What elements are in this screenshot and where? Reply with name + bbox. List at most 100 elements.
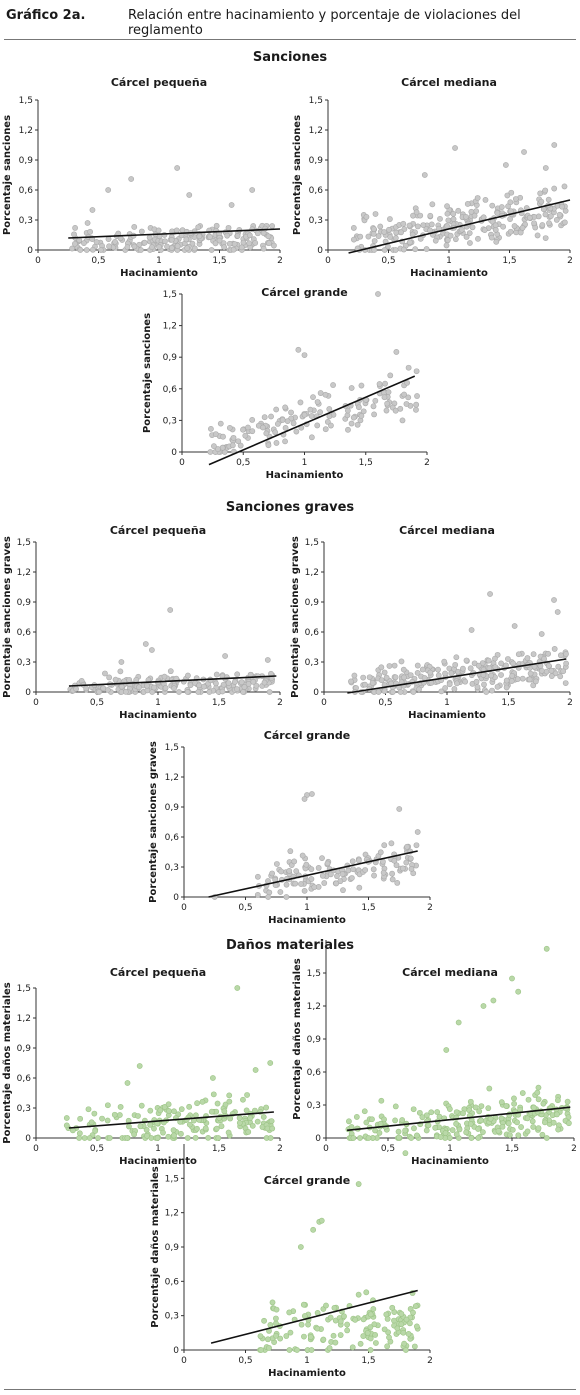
data-point xyxy=(538,631,545,637)
y-tick-label: 1,2 xyxy=(309,126,323,136)
data-point xyxy=(505,656,511,662)
data-point xyxy=(299,852,306,859)
data-point xyxy=(261,414,268,421)
data-point xyxy=(254,873,261,880)
data-point xyxy=(428,1109,435,1116)
data-point xyxy=(186,1121,193,1128)
data-point xyxy=(225,1129,232,1136)
data-point xyxy=(423,246,430,252)
data-point xyxy=(229,442,236,449)
data-point xyxy=(535,1096,542,1103)
data-point xyxy=(512,196,519,202)
data-point xyxy=(213,671,220,678)
data-point xyxy=(408,866,415,872)
data-point xyxy=(524,1128,531,1135)
data-point xyxy=(410,212,416,219)
data-point xyxy=(428,221,435,228)
y-axis-label: Porcentaje daños materiales xyxy=(2,982,13,1144)
data-point xyxy=(111,1111,118,1118)
scatter-chart-7: Cárcel pequeña 0 0,5 1 1,5 2 0 0,3 0,6 0,9 1,2 1,5 H… xyxy=(2,966,283,1167)
data-point xyxy=(207,234,213,240)
x-axis-label: Hacinamiento xyxy=(119,1156,197,1167)
data-point xyxy=(259,424,266,431)
trend-line xyxy=(346,1106,571,1132)
y-tick-label: 1,2 xyxy=(305,568,319,578)
data-point xyxy=(380,869,387,876)
data-point xyxy=(384,1343,391,1350)
data-point xyxy=(413,368,420,375)
data-point xyxy=(367,1311,374,1318)
data-point xyxy=(494,210,501,216)
data-point xyxy=(540,1100,547,1107)
data-point xyxy=(258,1347,265,1353)
y-tick-label: 0,6 xyxy=(305,628,320,638)
data-point xyxy=(219,688,226,695)
data-point xyxy=(213,1125,220,1132)
data-point xyxy=(389,870,395,877)
data-point xyxy=(444,223,450,229)
data-point xyxy=(310,394,316,401)
data-point xyxy=(124,1135,131,1141)
data-point xyxy=(498,204,505,210)
data-point xyxy=(360,674,367,681)
data-point xyxy=(371,872,377,879)
data-point xyxy=(243,1107,250,1114)
data-point xyxy=(208,1108,215,1115)
data-point xyxy=(254,892,261,898)
data-point xyxy=(267,1060,274,1066)
y-tick-label: 0,6 xyxy=(165,833,180,843)
data-point xyxy=(371,1321,378,1328)
data-point xyxy=(87,228,94,235)
data-point xyxy=(453,1131,460,1138)
data-point xyxy=(138,228,145,235)
data-point xyxy=(442,670,448,677)
data-point xyxy=(171,1132,177,1139)
data-point xyxy=(286,1347,293,1353)
data-point xyxy=(106,243,112,250)
x-tick-label: 2 xyxy=(277,256,283,266)
data-point xyxy=(136,684,142,691)
y-tick-label: 0 xyxy=(313,688,319,698)
x-tick-label: 0,5 xyxy=(236,458,250,468)
data-point xyxy=(546,220,552,227)
data-point xyxy=(511,1100,518,1107)
data-point xyxy=(249,187,256,193)
data-point xyxy=(432,1124,439,1131)
trend-line xyxy=(208,375,416,466)
data-point xyxy=(273,440,280,446)
scatter-chart-6: Cárcel grande 0 0,5 1 1,5 2 0 0,3 0,6 0,9 1,2 1,5 Ha… xyxy=(148,729,433,926)
data-point xyxy=(525,1096,532,1103)
y-tick-label: 0,6 xyxy=(163,385,178,395)
data-point xyxy=(356,884,363,891)
data-point xyxy=(547,213,554,220)
data-point xyxy=(388,840,395,847)
figure-header: Gráfico 2a. Relación entre hacinamiento … xyxy=(0,0,580,44)
data-point xyxy=(554,609,561,615)
data-point xyxy=(545,662,552,669)
data-point xyxy=(237,442,244,449)
data-point xyxy=(498,672,504,678)
x-tick-label: 2 xyxy=(427,903,433,913)
data-point xyxy=(211,443,217,450)
data-point xyxy=(542,187,549,194)
data-point xyxy=(287,848,294,855)
data-point xyxy=(254,230,261,237)
data-point xyxy=(363,1289,370,1296)
data-point xyxy=(246,232,253,239)
data-point xyxy=(319,872,326,879)
chart-title: Cárcel mediana xyxy=(399,524,495,537)
data-point xyxy=(463,214,469,220)
data-point xyxy=(162,238,168,245)
data-point xyxy=(371,247,378,253)
data-point xyxy=(460,1110,466,1117)
data-point xyxy=(277,1335,284,1342)
trend-line xyxy=(68,228,281,239)
data-point xyxy=(510,660,517,667)
data-point xyxy=(222,1101,229,1108)
data-point xyxy=(370,230,377,237)
data-point xyxy=(411,1343,418,1350)
data-point xyxy=(393,229,400,236)
data-point xyxy=(480,1129,486,1136)
data-point xyxy=(429,201,436,208)
x-tick-label: 0 xyxy=(179,458,185,468)
